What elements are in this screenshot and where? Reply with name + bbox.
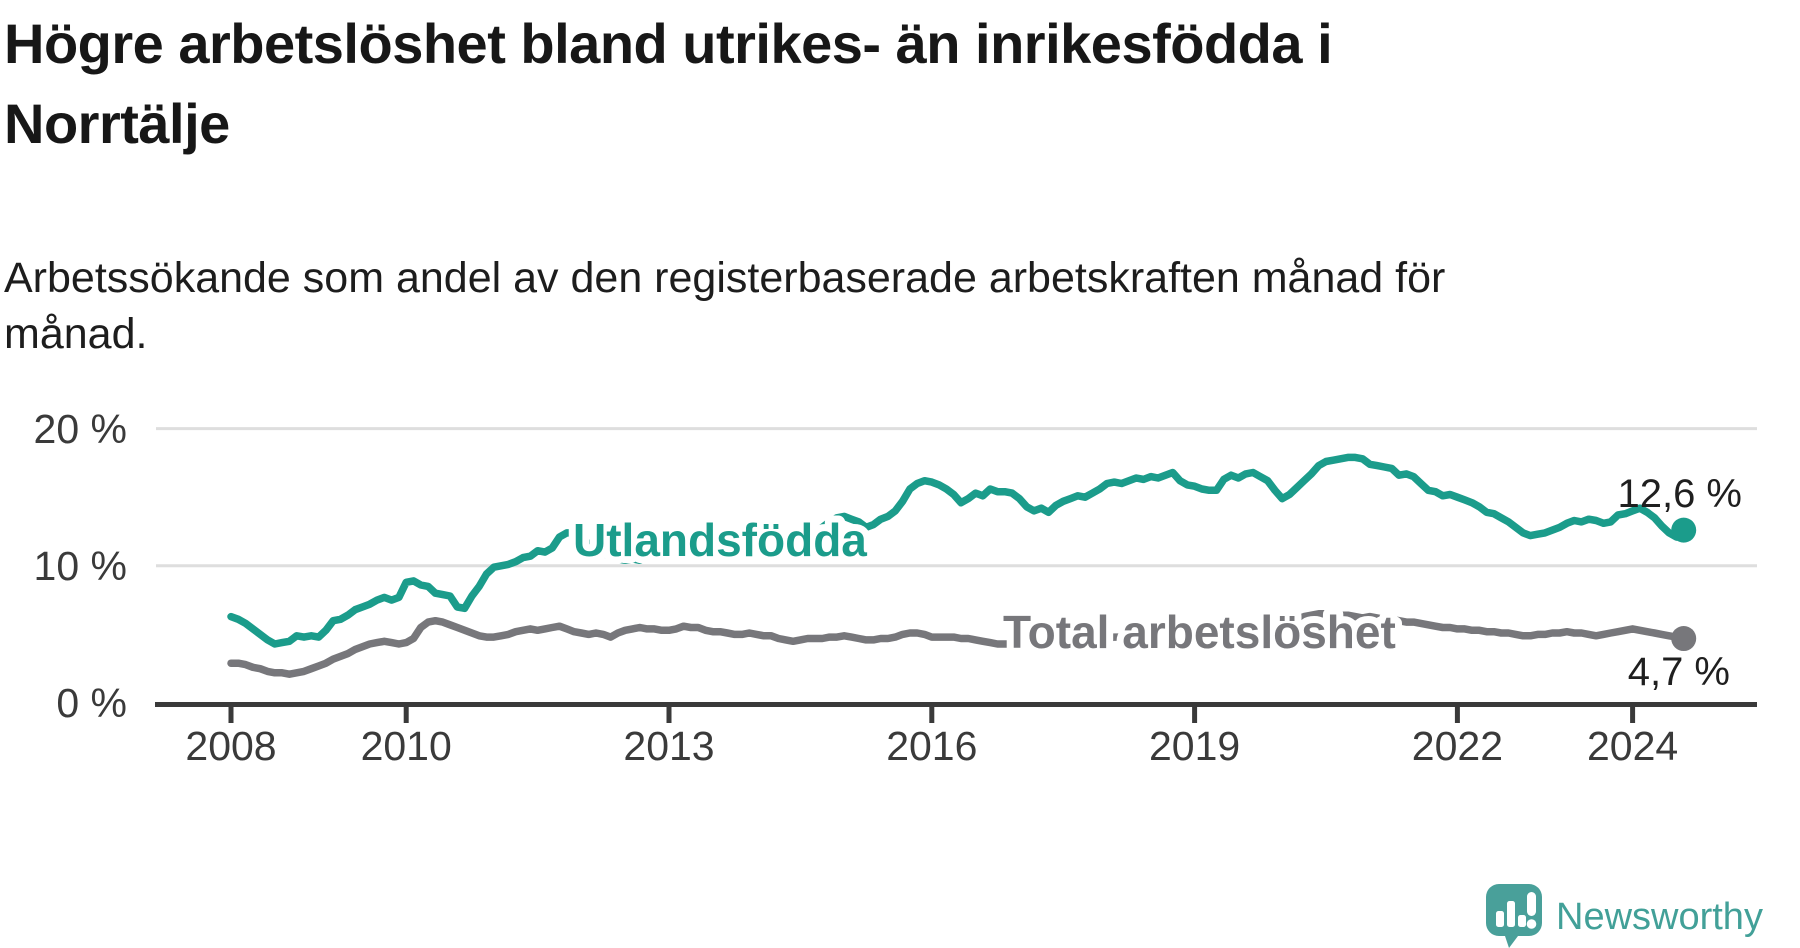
series-end-dot-utlandsfodda [1671,517,1697,543]
x-tick-label-2010: 2010 [360,723,452,769]
y-tick-label-10: 10 % [33,542,127,589]
x-tick-label-2013: 2013 [623,723,715,769]
newsworthy-logo: Newsworthy [1486,884,1763,948]
y-tick-label-20: 20 % [33,405,127,452]
series-label-utlandsfodda: Utlandsfödda [573,514,867,566]
series-label-total: Total arbetslöshet [1003,606,1396,658]
x-tick-label-2019: 2019 [1148,723,1241,769]
x-tick-label-2024: 2024 [1586,723,1679,769]
x-tick-label-2008: 2008 [185,723,277,769]
page-title: Högre arbetslöshet bland utrikes- än inr… [4,12,1333,155]
x-tick-label-2022: 2022 [1411,723,1503,769]
y-tick-label-0: 0 % [56,680,127,726]
newsworthy-speech-bubble-chart-icon [1486,884,1542,948]
series-end-dot-total [1671,626,1697,652]
end-value-label-total: 4,7 % [1627,650,1730,694]
x-tick-label-2016: 2016 [886,723,978,769]
newsworthy-logo-text: Newsworthy [1556,895,1763,938]
end-value-label-utlandsfodda: 12,6 % [1617,472,1742,516]
series-line-total [227,610,1688,678]
chart-subtitle: Arbetssökande som andel av den registerb… [4,254,1446,358]
series-line-utlandsfodda [227,453,1688,648]
